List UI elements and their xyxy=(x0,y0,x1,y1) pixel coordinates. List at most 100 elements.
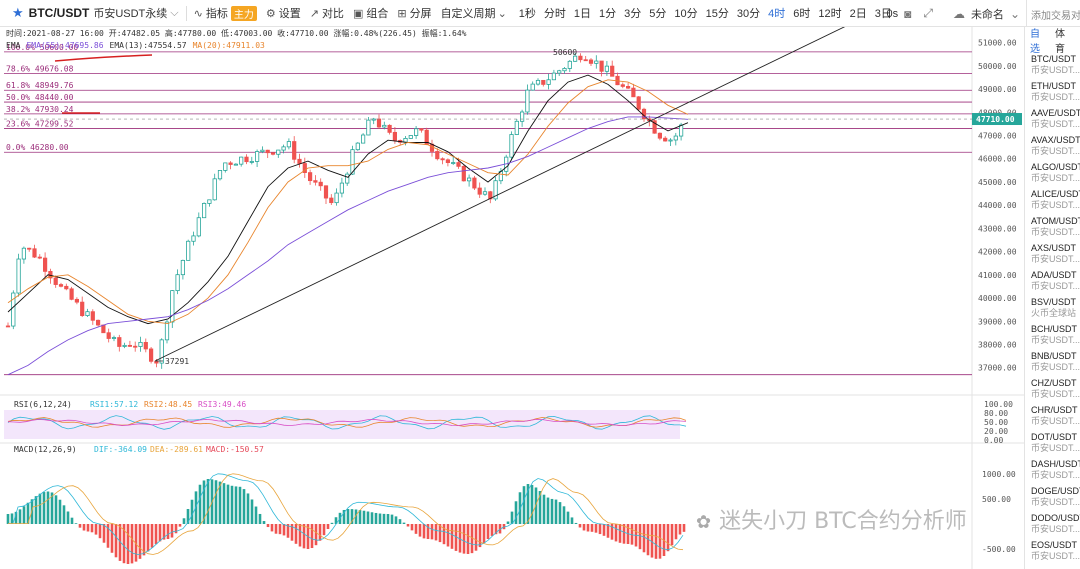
watchlist-tab-0[interactable]: 自选 xyxy=(1030,28,1040,55)
macd-histogram-bar xyxy=(446,524,450,547)
macd-histogram-bar xyxy=(350,509,354,524)
candle-body xyxy=(588,59,594,64)
macd-histogram-bar xyxy=(10,513,14,524)
timeframe-7[interactable]: 15分 xyxy=(705,8,729,20)
watchlist-exchange: 币安USDT... xyxy=(1031,254,1080,264)
macd-histogram-bar xyxy=(510,511,514,524)
candlestick-chart[interactable]: 51000.00 50000.00 49000.00 48000.00 47000.00… xyxy=(0,27,1024,569)
candle-body xyxy=(80,301,85,317)
timeframe-4[interactable]: 3分 xyxy=(624,8,642,20)
watchlist-item[interactable]: BNB/USDT 币安USDT... xyxy=(1025,349,1080,376)
watchlist-item[interactable]: ATOM/USDT 币安USDT... xyxy=(1025,214,1080,241)
candle-body xyxy=(514,120,519,135)
timeframe-9[interactable]: 4时 xyxy=(768,8,786,20)
split-screen-button[interactable]: ⊞ 分屏 xyxy=(397,7,432,21)
candle-body xyxy=(530,83,535,91)
ma-legend: EMA EMA(55):47695.86 EMA(13):47554.57 MA(20… xyxy=(6,41,271,50)
timeframe-1[interactable]: 分时 xyxy=(543,8,566,20)
timeframe-11[interactable]: 12时 xyxy=(818,8,842,20)
macd-histogram-bar xyxy=(234,486,238,524)
macd-histogram-bar xyxy=(654,524,658,559)
rsi-title: RSI(6,12,24) xyxy=(14,400,72,409)
timeframe-8[interactable]: 30分 xyxy=(736,8,761,20)
ma-legend-item-2: EMA(13):47554.57 xyxy=(109,41,187,50)
unnamed-layout[interactable]: 未命名 xyxy=(970,8,1004,21)
candle-body xyxy=(201,203,207,219)
camera-icon[interactable]: ◙ xyxy=(904,6,912,21)
macd-histogram-bar xyxy=(118,524,122,561)
chart-area[interactable]: 51000.00 50000.00 49000.00 48000.00 47000.00… xyxy=(0,27,1024,569)
timeframe-5[interactable]: 5分 xyxy=(649,8,667,20)
favorite-star-icon[interactable]: ★ xyxy=(12,5,24,20)
timeframe-3[interactable]: 1分 xyxy=(599,8,617,20)
watchlist-item[interactable]: DODO/USDT 币安USDT... xyxy=(1025,511,1080,538)
custom-period-button[interactable]: 自定义周期 ⌄ xyxy=(440,7,507,21)
fib-level-label: 78.6% 49676.08 xyxy=(6,64,74,73)
watchlist-tab-1[interactable]: 体育 xyxy=(1055,28,1065,55)
macd-histogram-bar xyxy=(226,484,230,524)
watchlist-item[interactable]: AVAX/USDT 币安USDT... xyxy=(1025,133,1080,160)
watchlist-pair: CHR/USDT xyxy=(1031,405,1078,415)
timeframe-12[interactable]: 2日 xyxy=(849,8,867,20)
watchlist-item[interactable]: AXS/USDT 币安USDT... xyxy=(1025,241,1080,268)
watchlist-pair: CHZ/USDT xyxy=(1031,378,1077,388)
watchlist-item[interactable]: CHR/USDT 币安USDT... xyxy=(1025,403,1080,430)
watchlist-item[interactable]: AAVE/USDT 币安USDT... xyxy=(1025,106,1080,133)
timeframe-6[interactable]: 10分 xyxy=(674,8,698,20)
macd-histogram-bar xyxy=(418,524,422,537)
chevron-down-icon[interactable]: ⌄ xyxy=(1009,6,1020,21)
watchlist-item[interactable]: DOT/USDT 币安USDT... xyxy=(1025,430,1080,457)
watchlist-item[interactable]: BSV/USDT 火币全球站 xyxy=(1025,295,1080,322)
macd-histogram-bar xyxy=(666,524,670,552)
timeframe-10[interactable]: 6时 xyxy=(793,8,811,20)
candle-body xyxy=(329,197,334,204)
fib-level-label: 50.0% 48440.00 xyxy=(6,93,74,102)
watchlist-item[interactable]: ALICE/USDT 币安USDT... xyxy=(1025,187,1080,214)
candle-body xyxy=(217,170,223,180)
indicator-button[interactable]: ∿ 指标 主力 xyxy=(194,5,257,21)
watchlist-item[interactable]: ADA/USDT 币安USDT... xyxy=(1025,268,1080,295)
watchlist-item[interactable]: CHZ/USDT 币安USDT... xyxy=(1025,376,1080,403)
watchlist-item[interactable]: BCH/USDT 币安USDT... xyxy=(1025,322,1080,349)
watchlist-item[interactable]: ALGO/USDT 币安USDT... xyxy=(1025,160,1080,187)
candle-body xyxy=(5,325,11,328)
dropdown-caret-icon[interactable]: ⌵ xyxy=(170,6,179,19)
candle-body xyxy=(599,60,604,72)
candle-body xyxy=(180,259,185,276)
timeframe-0[interactable]: 1秒 xyxy=(518,8,536,20)
macd-histogram-bar xyxy=(570,517,574,524)
fullscreen-icon[interactable]: ⤢ xyxy=(923,6,933,20)
settings-button[interactable]: ⚙ 设置 xyxy=(265,7,301,21)
watchlist-item[interactable]: DASH/USDT 币安USDT... xyxy=(1025,457,1080,484)
candle-body xyxy=(546,79,551,85)
macd-histogram-bar xyxy=(294,524,298,544)
candle-body xyxy=(663,137,668,142)
macd-histogram-bar xyxy=(218,481,222,524)
watchlist-item[interactable]: EOS/USDT 币安USDT... xyxy=(1025,538,1080,565)
toolbar-right-group: 0s ◙ ⤢ ☁ 未命名 ⌄ 添加交易对 xyxy=(886,0,1080,27)
macd-histogram-bar xyxy=(150,524,154,548)
watchlist: BTC/USDT 币安USDT... ETH/USDT 币安USDT... AAVE/U… xyxy=(1025,52,1080,565)
compare-button[interactable]: ↗ 对比 xyxy=(309,7,344,21)
macd-line xyxy=(8,473,684,555)
macd-histogram-bar xyxy=(566,511,570,524)
macd-axis-label: -500.00 xyxy=(982,545,1016,554)
add-pair-search[interactable]: 添加交易对 xyxy=(1026,0,1080,27)
macd-histogram-bar xyxy=(178,524,182,527)
watchlist-item[interactable]: ETH/USDT 币安USDT... xyxy=(1025,79,1080,106)
symbol-name[interactable]: BTC/USDT xyxy=(28,6,90,20)
macd-histogram-bar xyxy=(222,483,226,524)
cloud-icon[interactable]: ☁ xyxy=(952,6,965,21)
macd-histogram-bar xyxy=(114,524,118,558)
symbol-exchange[interactable]: 币安USDT永续 xyxy=(93,8,168,20)
timeframe-2[interactable]: 1日 xyxy=(573,8,592,20)
watchlist-pair: ETH/USDT xyxy=(1031,81,1076,91)
price-tick-label: 46000.00 xyxy=(978,155,1017,164)
watchlist-item[interactable]: BTC/USDT 币安USDT... xyxy=(1025,52,1080,79)
macd-histogram-bar xyxy=(506,521,510,524)
zero-s-label[interactable]: 0s xyxy=(886,7,899,20)
timeframe-13[interactable]: 3日 xyxy=(874,8,892,20)
combo-button[interactable]: ▣ 组合 xyxy=(352,7,389,21)
macd-histogram-bar xyxy=(398,519,402,524)
watchlist-item[interactable]: DOGE/USDT 币安USDT... xyxy=(1025,484,1080,511)
